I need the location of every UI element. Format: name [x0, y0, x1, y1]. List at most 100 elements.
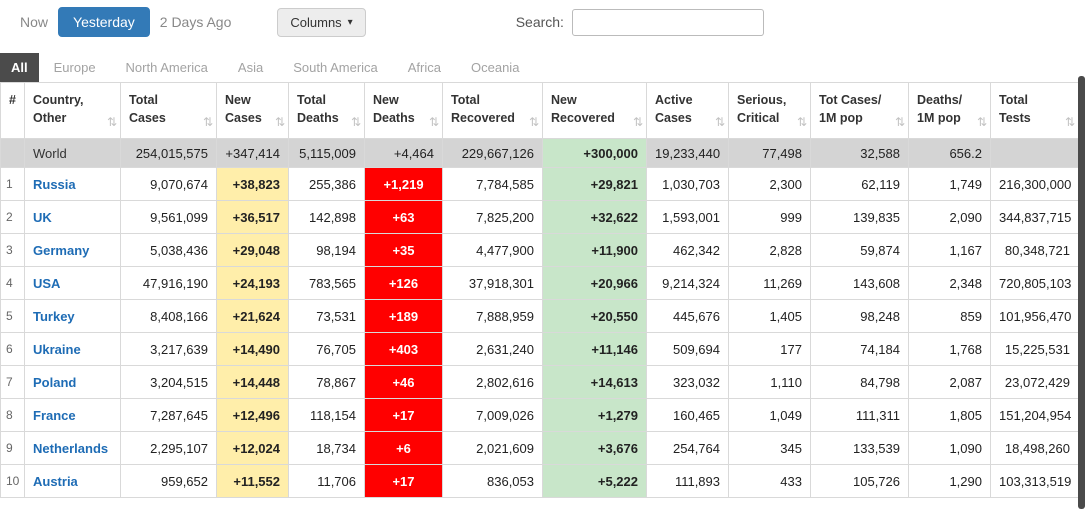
tab-asia[interactable]: Asia	[237, 60, 264, 75]
table-row: 7 Poland 3,204,515 +14,448 78,867 +46 2,802,61…	[0, 365, 1079, 399]
tab-south-america[interactable]: South America	[293, 60, 378, 75]
cell-total-recovered: 2,021,609	[442, 431, 543, 465]
column-header-active-cases[interactable]: Active Cases ⇅	[646, 82, 729, 139]
tab-all[interactable]: All	[0, 53, 39, 82]
sort-icon[interactable]: ⇅	[106, 115, 117, 130]
table-row: 3 Germany 5,038,436 +29,048 98,194 +35 4,477,9…	[0, 233, 1079, 267]
country-link[interactable]: USA	[33, 275, 61, 291]
sort-icon[interactable]: ⇅	[714, 115, 725, 130]
sort-icon[interactable]: ⇅	[894, 115, 905, 130]
column-header-serious-critical[interactable]: Serious, Critical ⇅	[728, 82, 811, 139]
cell-new-deaths: +126	[364, 266, 443, 300]
cell-active-cases: 1,030,703	[646, 167, 729, 201]
cell-new-cases: +36,517	[216, 200, 289, 234]
column-header-new-cases[interactable]: New Cases ⇅	[216, 82, 289, 139]
tab-north-america[interactable]: North America	[125, 60, 208, 75]
sort-icon[interactable]: ⇅	[350, 115, 361, 130]
cell-new-cases: +12,496	[216, 398, 289, 432]
cell-serious-critical: 433	[728, 464, 811, 498]
column-header-country[interactable]: Country, Other ⇅	[24, 82, 121, 139]
cell-new-recovered: +32,622	[542, 200, 647, 234]
cell-new-recovered: +14,613	[542, 365, 647, 399]
cell-rank: 6	[0, 332, 25, 366]
cell-cases-per-1m: 133,539	[810, 431, 909, 465]
sort-icon[interactable]: ⇅	[976, 115, 987, 130]
cell-new-cases: +24,193	[216, 266, 289, 300]
country-link[interactable]: UK	[33, 209, 52, 225]
covid-stats-table: # Country, Other ⇅ Total Cases ⇅ New Cases ⇅ Total…	[0, 82, 1079, 498]
cell-active-cases: 462,342	[646, 233, 729, 267]
vertical-scrollbar[interactable]	[1078, 76, 1085, 509]
column-header-total-recovered[interactable]: Total Recovered ⇅	[442, 82, 543, 139]
country-link[interactable]: France	[33, 407, 76, 423]
column-header-deaths-per-1m[interactable]: Deaths/1M pop ⇅	[908, 82, 991, 139]
sort-icon[interactable]: ⇅	[528, 115, 539, 130]
sort-icon[interactable]: ⇅	[202, 115, 213, 130]
cell-cases-per-1m: 32,588	[810, 138, 909, 168]
cell-new-recovered: +300,000	[542, 138, 647, 168]
cell-rank: 4	[0, 266, 25, 300]
column-header-label: Tot Cases/1M pop	[819, 93, 882, 125]
country-link[interactable]: Netherlands	[33, 440, 109, 456]
country-link[interactable]: Poland	[33, 374, 77, 390]
sort-icon[interactable]: ⇅	[1064, 115, 1075, 130]
cell-deaths-per-1m: 656.2	[908, 138, 991, 168]
cell-total-cases: 8,408,166	[120, 299, 217, 333]
country-link[interactable]: Ukraine	[33, 341, 81, 357]
columns-button[interactable]: Columns ▾	[277, 7, 366, 37]
sort-icon[interactable]: ⇅	[428, 115, 439, 130]
cell-total-cases: 7,287,645	[120, 398, 217, 432]
column-header-total-deaths[interactable]: Total Deaths ⇅	[288, 82, 365, 139]
cell-deaths-per-1m: 1,805	[908, 398, 991, 432]
two-days-ago-button[interactable]: 2 Days Ago	[159, 14, 232, 30]
cell-country: Ukraine	[24, 332, 121, 366]
country-link[interactable]: Austria	[33, 473, 78, 489]
search-input[interactable]	[571, 8, 764, 36]
cell-total-deaths: 255,386	[288, 167, 365, 201]
cell-new-deaths: +35	[364, 233, 443, 267]
cell-total-recovered: 37,918,301	[442, 266, 543, 300]
sort-icon[interactable]: ⇅	[796, 115, 807, 130]
search-group: Search:	[516, 8, 764, 36]
cell-total-recovered: 7,888,959	[442, 299, 543, 333]
cell-total-cases: 3,204,515	[120, 365, 217, 399]
cell-new-recovered: +11,900	[542, 233, 647, 267]
cell-cases-per-1m: 111,311	[810, 398, 909, 432]
column-header-total-cases[interactable]: Total Cases ⇅	[120, 82, 217, 139]
cell-total-recovered: 7,825,200	[442, 200, 543, 234]
tab-europe[interactable]: Europe	[53, 60, 96, 75]
cell-deaths-per-1m: 859	[908, 299, 991, 333]
cell-active-cases: 509,694	[646, 332, 729, 366]
column-header-label: Total Tests	[999, 93, 1031, 125]
now-button[interactable]: Now	[20, 14, 49, 30]
cell-cases-per-1m: 105,726	[810, 464, 909, 498]
country-link[interactable]: Russia	[33, 176, 76, 192]
cell-country: Poland	[24, 365, 121, 399]
column-header-new-deaths[interactable]: New Deaths ⇅	[364, 82, 443, 139]
cell-total-recovered: 7,009,026	[442, 398, 543, 432]
cell-total-tests	[990, 138, 1079, 168]
cell-new-deaths: +17	[364, 464, 443, 498]
tab-africa[interactable]: Africa	[407, 60, 441, 75]
cell-new-recovered: +1,279	[542, 398, 647, 432]
tab-oceania[interactable]: Oceania	[471, 60, 520, 75]
country-link[interactable]: Germany	[33, 242, 90, 258]
column-header-total-tests[interactable]: Total Tests ⇅	[990, 82, 1079, 139]
sort-icon[interactable]: ⇅	[632, 115, 643, 130]
table-row: 10 Austria 959,652 +11,552 11,706 +17 836,053 +…	[0, 464, 1079, 498]
yesterday-button[interactable]: Yesterday	[58, 7, 150, 37]
cell-new-deaths: +17	[364, 398, 443, 432]
cell-total-tests: 23,072,429	[990, 365, 1079, 399]
cell-total-deaths: 783,565	[288, 266, 365, 300]
sort-icon[interactable]: ⇅	[274, 115, 285, 130]
column-header-new-recovered[interactable]: New Recovered ⇅	[542, 82, 647, 139]
column-header-label: Country, Other	[33, 93, 84, 125]
cell-new-deaths: +6	[364, 431, 443, 465]
cell-new-deaths: +1,219	[364, 167, 443, 201]
cell-total-cases: 5,038,436	[120, 233, 217, 267]
cell-total-cases: 9,070,674	[120, 167, 217, 201]
cell-rank: 8	[0, 398, 25, 432]
table-row: 1 Russia 9,070,674 +38,823 255,386 +1,219 7,78…	[0, 167, 1079, 201]
column-header-cases-per-1m[interactable]: Tot Cases/1M pop ⇅	[810, 82, 909, 139]
country-link[interactable]: Turkey	[33, 308, 75, 324]
